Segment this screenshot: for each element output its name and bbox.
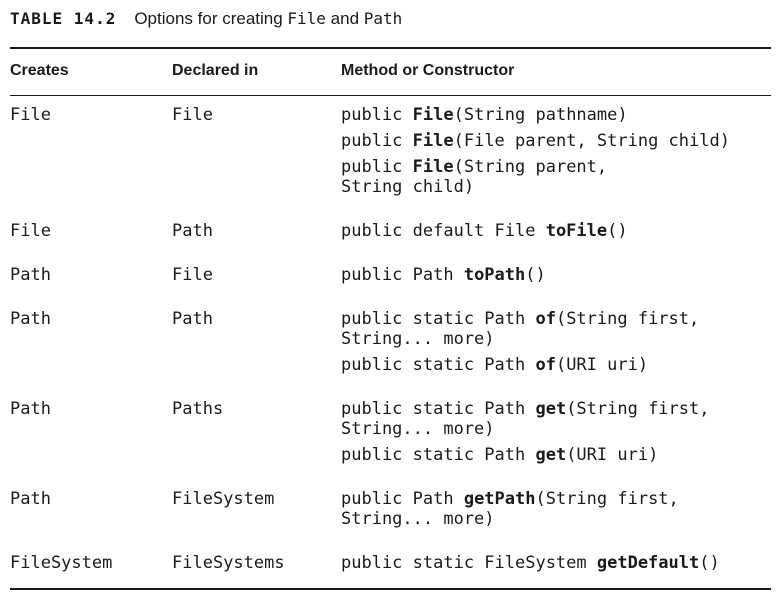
signature-params: (URI uri) xyxy=(566,445,659,465)
cell-declared-in: File xyxy=(172,265,213,285)
cell-declared-in: FileSystems xyxy=(172,553,285,573)
method-signature: public File(String pathname) xyxy=(341,105,730,125)
signature-text: String... more) xyxy=(341,329,495,349)
header-method-or-constructor: Method or Constructor xyxy=(341,62,515,79)
cell-creates: Path xyxy=(10,309,51,329)
cell-methods: public Path toPath() xyxy=(341,265,546,291)
cell-creates: Path xyxy=(10,399,51,419)
signature-text: public Path xyxy=(341,265,464,285)
method-signature: public static Path of(URI uri) xyxy=(341,355,699,375)
signature-text: String... more) xyxy=(341,509,495,529)
method-name: File xyxy=(412,157,454,177)
signature-params: (File parent, String child) xyxy=(453,131,730,151)
method-name: File xyxy=(412,131,454,151)
method-name: toFile xyxy=(545,221,608,241)
table-caption: TABLE 14.2 Options for creating File and … xyxy=(10,8,402,30)
cell-declared-in: File xyxy=(172,105,213,125)
signature-params: (String parent, xyxy=(453,157,608,177)
method-name: File xyxy=(412,105,454,125)
signature-text: public default File xyxy=(341,221,546,241)
cell-methods: public File(String pathname) public File(… xyxy=(341,105,730,203)
header-creates: Creates xyxy=(10,62,69,79)
signature-text: public xyxy=(341,131,413,151)
cell-declared-in: FileSystem xyxy=(172,489,275,509)
method-name: get xyxy=(535,399,567,419)
cell-creates: File xyxy=(10,221,51,241)
table-top-rule xyxy=(10,47,771,49)
caption-path-word: Path xyxy=(363,9,403,28)
method-signature: public static Path of(String first, Strin… xyxy=(341,309,699,349)
signature-text: public Path xyxy=(341,489,464,509)
signature-text: public static Path xyxy=(341,399,536,419)
signature-params: () xyxy=(525,265,546,285)
cell-declared-in: Paths xyxy=(172,399,224,419)
method-name: of xyxy=(535,309,556,329)
signature-params: (String first, xyxy=(535,489,679,509)
cell-methods: public static FileSystem getDefault() xyxy=(341,553,720,579)
method-signature: public default File toFile() xyxy=(341,221,628,241)
cell-methods: public static Path of(String first, Strin… xyxy=(341,309,699,381)
signature-text: public static Path xyxy=(341,309,536,329)
signature-params: () xyxy=(607,221,628,241)
signature-text: public xyxy=(341,105,413,125)
method-name: of xyxy=(535,355,556,375)
signature-text: String... more) xyxy=(341,419,495,439)
cell-creates: FileSystem xyxy=(10,553,113,573)
caption-text-before: Options for creating xyxy=(134,9,288,28)
signature-text: String child) xyxy=(341,177,475,197)
signature-text: public xyxy=(341,157,413,177)
method-name: getDefault xyxy=(596,553,700,573)
cell-methods: public Path getPath(String first, String.… xyxy=(341,489,679,535)
signature-params: () xyxy=(699,553,720,573)
method-signature: public File(File parent, String child) xyxy=(341,131,730,151)
table-bottom-rule xyxy=(10,588,771,590)
signature-text: public static Path xyxy=(341,355,536,375)
signature-params: (URI uri) xyxy=(555,355,649,375)
method-name: getPath xyxy=(463,489,536,509)
method-signature: public static Path get(String first, Stri… xyxy=(341,399,709,439)
cell-declared-in: Path xyxy=(172,221,213,241)
signature-text: public static FileSystem xyxy=(341,553,597,573)
header-declared-in: Declared in xyxy=(172,62,259,79)
method-signature: public Path getPath(String first, String.… xyxy=(341,489,679,529)
method-signature: public static Path get(URI uri) xyxy=(341,445,709,465)
method-signature: public Path toPath() xyxy=(341,265,546,285)
method-signature: public File(String parent, String child) xyxy=(341,157,730,197)
cell-creates: File xyxy=(10,105,51,125)
method-signature: public static FileSystem getDefault() xyxy=(341,553,720,573)
method-name: get xyxy=(535,445,567,465)
caption-file-word: File xyxy=(287,9,326,28)
cell-methods: public static Path get(String first, Stri… xyxy=(341,399,709,471)
cell-declared-in: Path xyxy=(172,309,213,329)
caption-text-middle: and xyxy=(325,9,364,28)
cell-creates: Path xyxy=(10,265,51,285)
signature-params: (String first, xyxy=(555,309,700,329)
signature-params: (String pathname) xyxy=(453,105,628,125)
cell-methods: public default File toFile() xyxy=(341,221,628,247)
signature-text: public static Path xyxy=(341,445,536,465)
method-name: toPath xyxy=(463,265,526,285)
table-number: TABLE 14.2 xyxy=(10,9,117,28)
signature-params: (String first, xyxy=(566,399,710,419)
cell-creates: Path xyxy=(10,489,51,509)
table-header-rule xyxy=(10,95,771,96)
